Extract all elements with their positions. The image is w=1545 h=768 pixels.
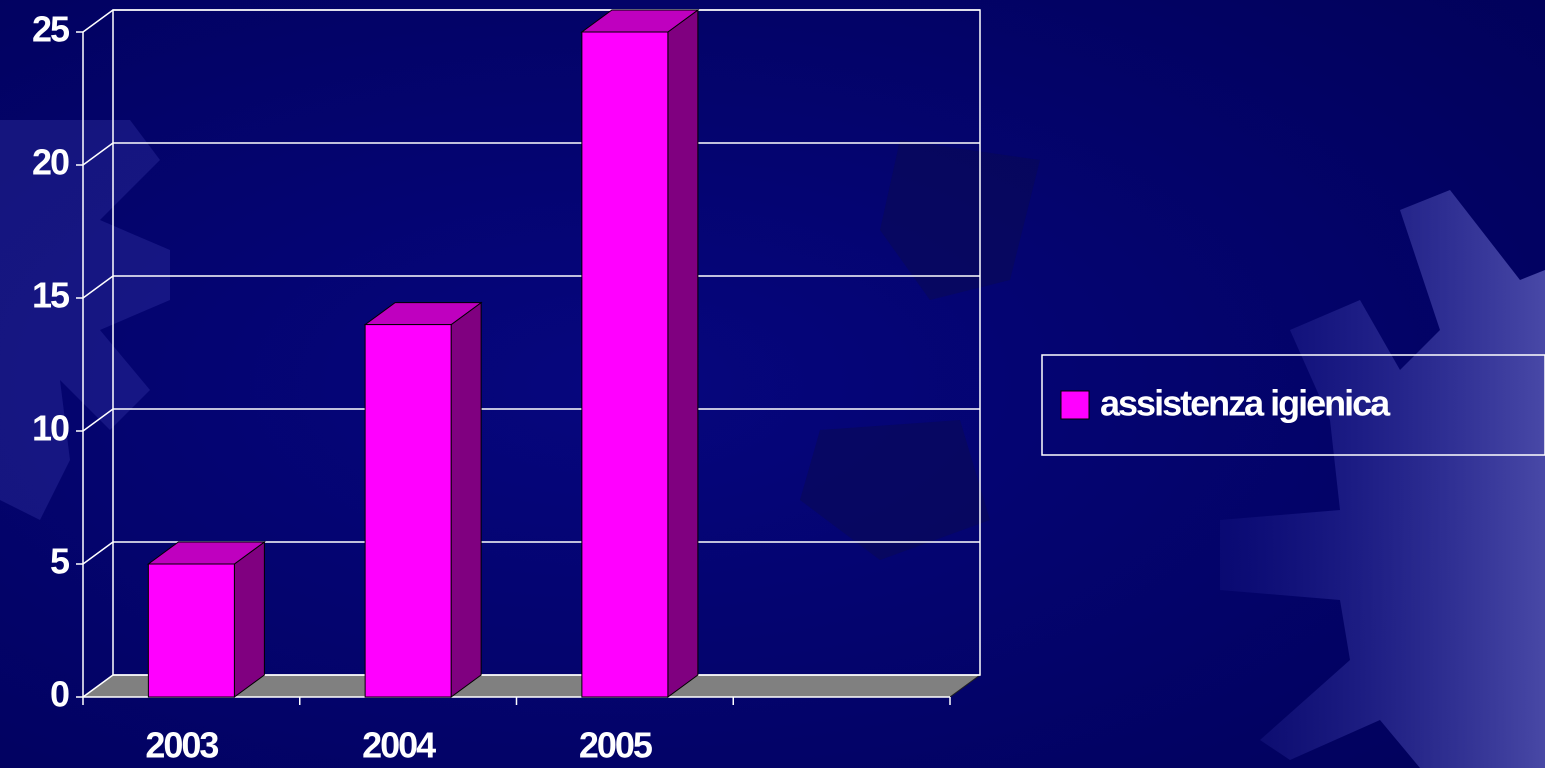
grid-line xyxy=(82,275,114,299)
bar-side xyxy=(450,301,482,698)
bar xyxy=(147,563,235,698)
legend-box xyxy=(1041,354,1545,456)
x-tick-label: 2004 xyxy=(362,725,436,766)
gear-decoration xyxy=(0,120,170,520)
legend-label: assistenza igienica xyxy=(1100,383,1391,424)
y-tick-label: 25 xyxy=(32,9,70,50)
grid-line xyxy=(82,541,114,565)
grid-line xyxy=(82,9,114,33)
legend: assistenza igienica xyxy=(1060,383,1393,424)
y-tick-label: 5 xyxy=(50,541,70,582)
bar xyxy=(581,31,669,698)
grid-line xyxy=(82,408,114,432)
bar-side xyxy=(233,541,265,698)
bar xyxy=(364,324,452,698)
y-tick-label: 20 xyxy=(32,142,69,183)
y-tick-label: 15 xyxy=(32,275,70,316)
gear-decoration xyxy=(1220,190,1545,768)
bar-side xyxy=(667,9,699,698)
grid-line xyxy=(82,674,114,698)
grid-line xyxy=(82,142,114,166)
x-tick-label: 2003 xyxy=(145,725,218,766)
x-tick-label: 2005 xyxy=(579,725,653,766)
y-tick-label: 0 xyxy=(50,674,69,715)
legend-swatch xyxy=(1060,390,1090,420)
plot-area: 0 5 10 15 20 25 2003 2004 2005 xyxy=(32,9,982,766)
y-tick-label: 10 xyxy=(32,408,69,449)
